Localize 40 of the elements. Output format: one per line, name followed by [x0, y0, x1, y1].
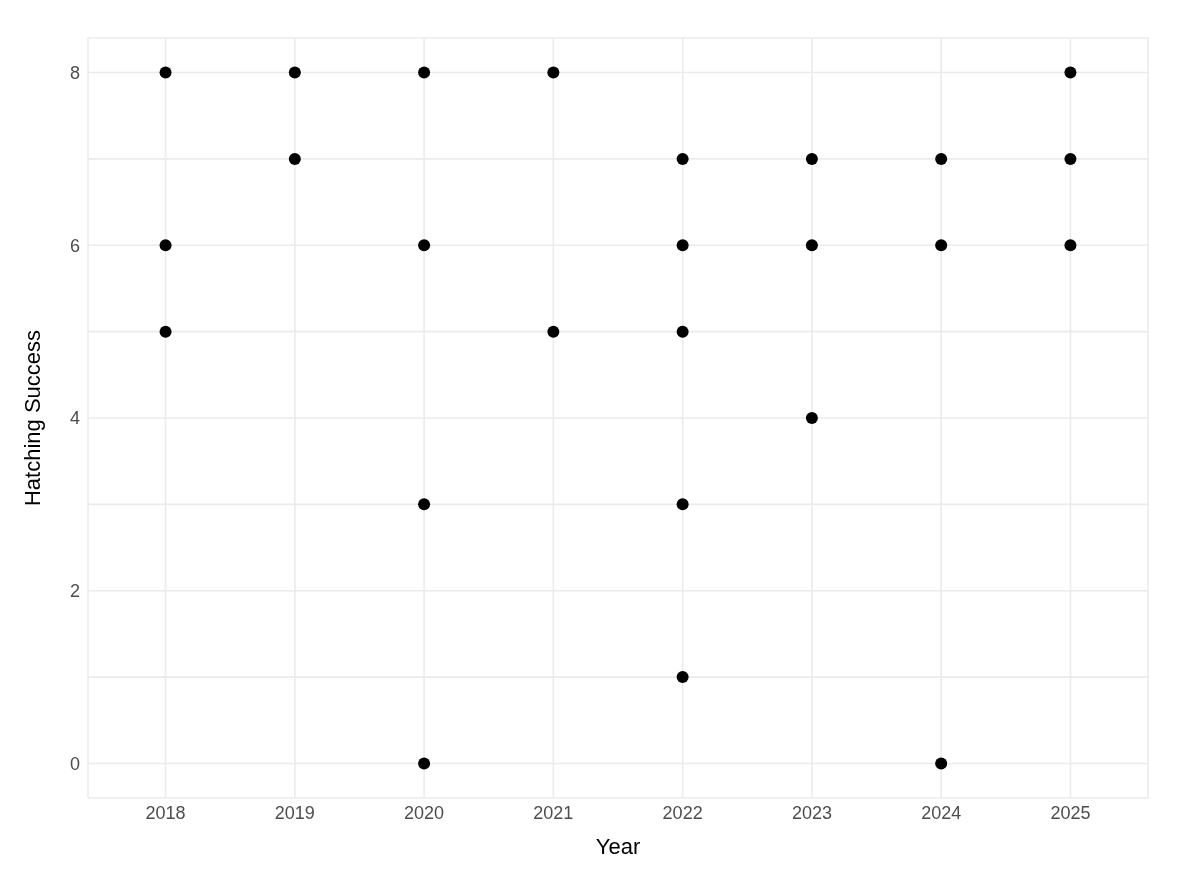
y-tick-label: 0	[69, 753, 80, 774]
x-tick-label: 2021	[533, 802, 574, 823]
x-tick-label: 2023	[791, 802, 832, 823]
point	[676, 152, 689, 165]
point	[547, 325, 560, 338]
point	[159, 325, 172, 338]
point	[547, 66, 560, 79]
y-axis-title: Hatching Success	[19, 329, 45, 507]
y-tick-label: 4	[69, 408, 80, 429]
x-tick-label: 2024	[921, 802, 962, 823]
point	[1064, 239, 1077, 252]
point	[1064, 66, 1077, 79]
x-tick-label: 2025	[1050, 802, 1091, 823]
point	[159, 239, 172, 252]
point	[805, 412, 818, 424]
x-tick-label: 2022	[662, 802, 703, 823]
point	[288, 152, 301, 165]
y-tick-label: 8	[69, 62, 80, 83]
point	[805, 239, 818, 252]
point	[676, 498, 689, 511]
y-tick-label: 2	[69, 581, 80, 602]
point	[935, 757, 948, 770]
point	[288, 66, 301, 79]
x-tick-label: 2018	[145, 802, 186, 823]
x-axis-title: Year	[595, 834, 641, 859]
point	[418, 498, 431, 511]
point	[676, 671, 689, 684]
point	[676, 239, 689, 252]
point	[418, 66, 431, 79]
point	[418, 239, 431, 252]
point	[935, 152, 948, 165]
x-tick-label: 2020	[404, 802, 445, 823]
point	[935, 239, 948, 252]
point	[676, 325, 689, 338]
point	[159, 66, 172, 79]
y-tick-label: 6	[69, 235, 80, 256]
x-tick-label: 2019	[274, 802, 315, 823]
point	[805, 152, 818, 165]
point	[418, 757, 431, 770]
point	[1064, 152, 1077, 165]
